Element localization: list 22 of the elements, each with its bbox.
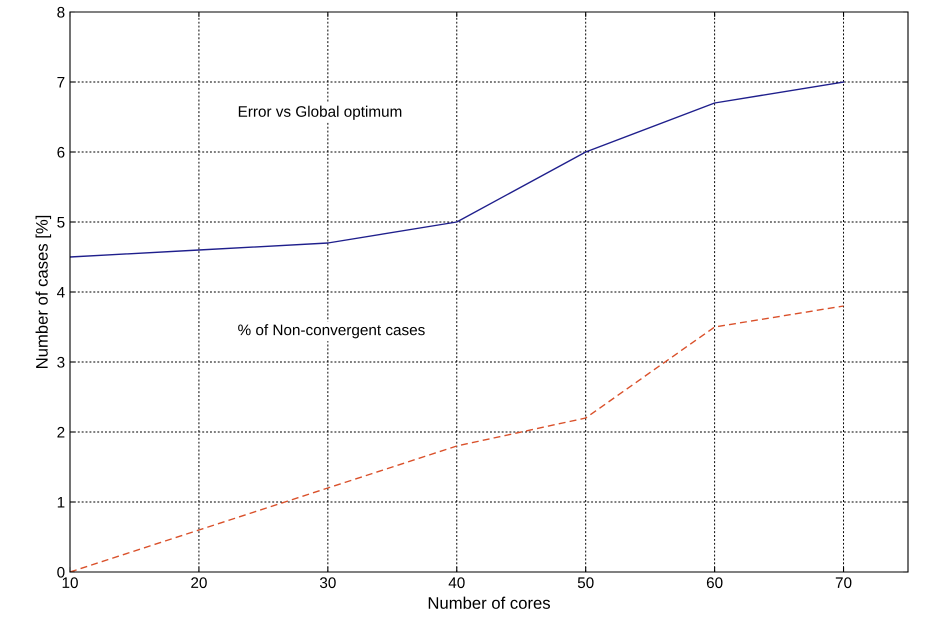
x-axis-title: Number of cores — [428, 596, 550, 609]
annotation: Error vs Global optimum — [238, 106, 402, 120]
annotation: % of Non-convergent cases — [238, 324, 425, 338]
line-series — [70, 305, 844, 572]
line-series — [70, 81, 844, 258]
y-tick-label: 7 — [57, 77, 64, 88]
x-tick-label: 30 — [320, 577, 336, 588]
x-tick-label: 40 — [448, 577, 465, 588]
y-tick-label: 2 — [57, 426, 64, 438]
x-tick-label: 70 — [836, 577, 852, 588]
x-tick-label: 20 — [191, 577, 207, 588]
y-tick-label: 3 — [57, 356, 64, 368]
x-tick-label: 10 — [62, 577, 78, 588]
x-tick-label: 60 — [706, 577, 723, 588]
y-axis-title: Number of cases [%] — [36, 216, 52, 368]
x-tick-label: 50 — [578, 577, 594, 588]
y-tick-label: 5 — [57, 217, 64, 228]
y-tick-label: 6 — [57, 146, 64, 158]
y-tick-label: 0 — [57, 566, 65, 578]
y-tick-label: 4 — [56, 287, 65, 298]
y-tick-label: 1 — [58, 497, 64, 508]
y-tick-label: 8 — [57, 6, 64, 18]
